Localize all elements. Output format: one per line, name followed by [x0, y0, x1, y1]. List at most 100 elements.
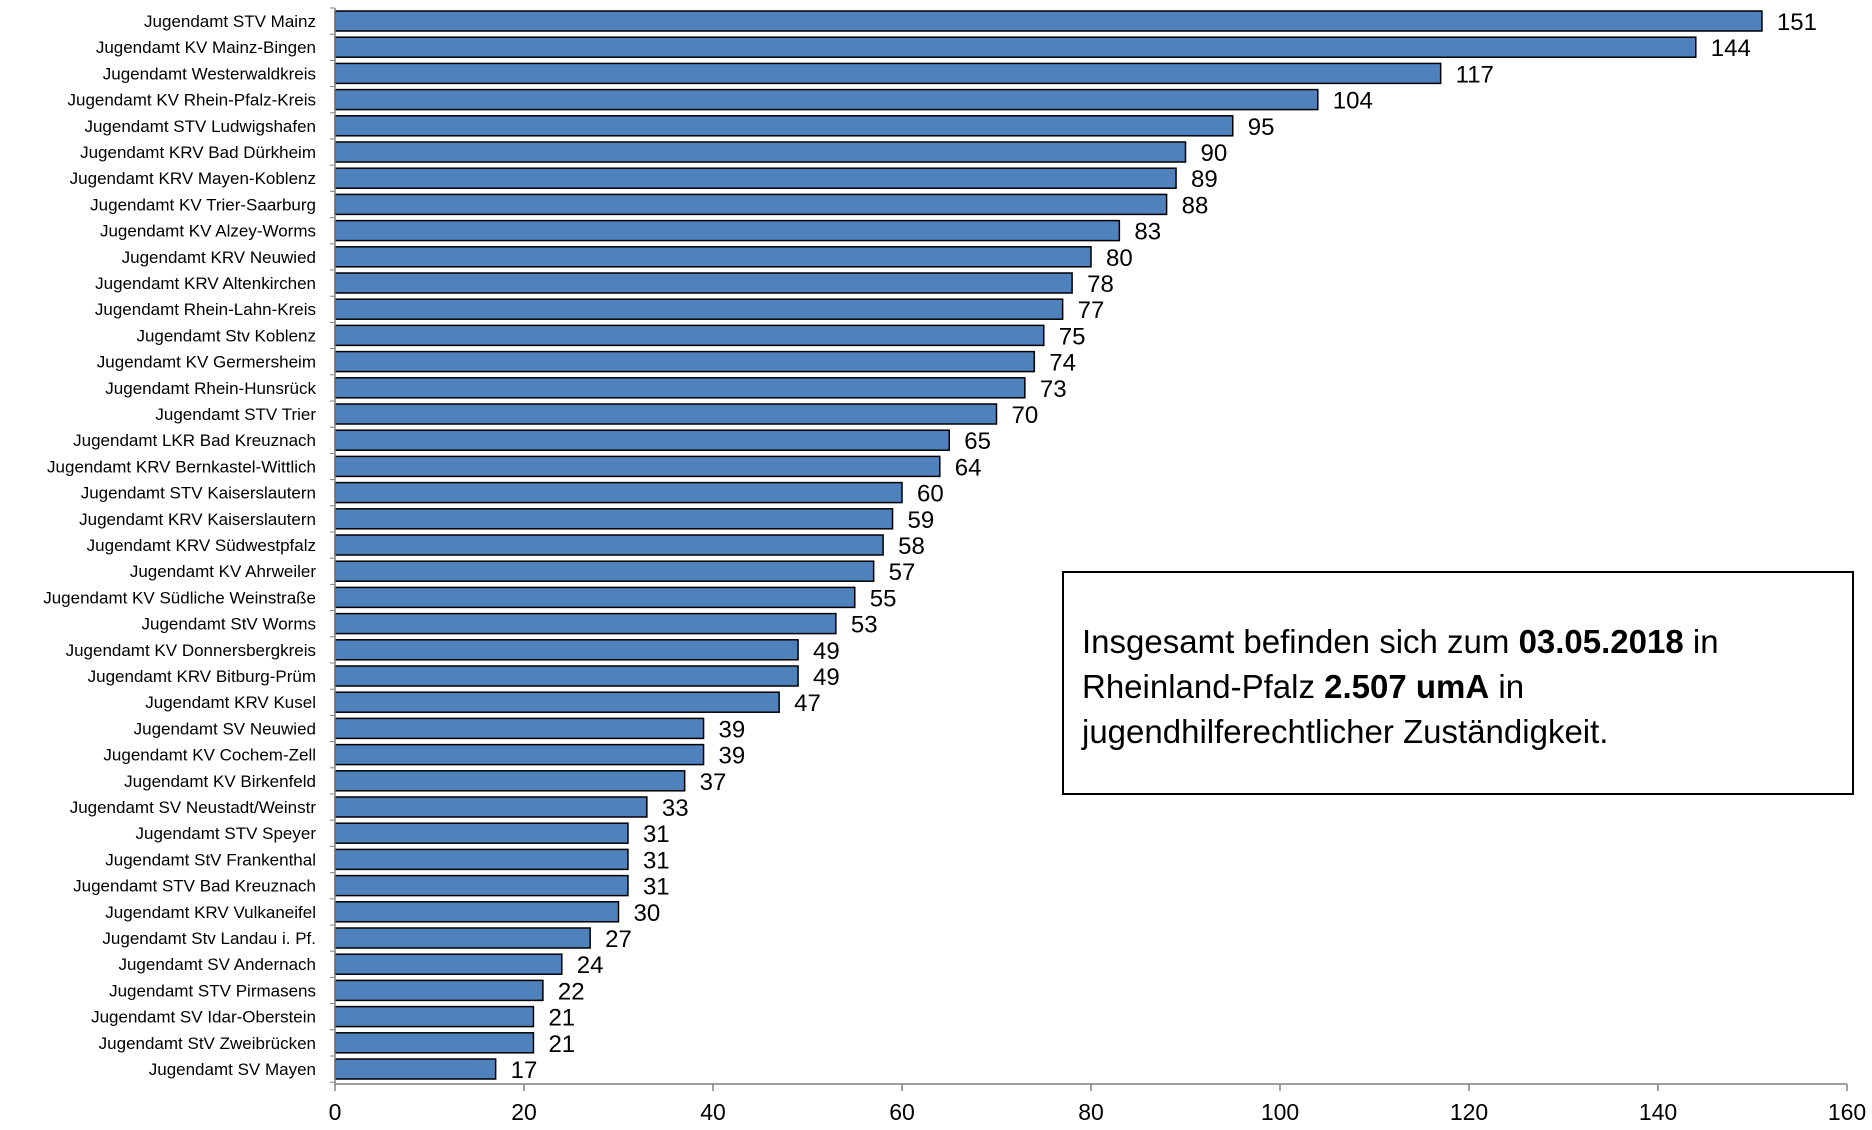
bar-jugendamt-sv-mayen: [334, 1058, 497, 1080]
category-label-jugendamt-krv-mayen-koblenz: Jugendamt KRV Mayen-Koblenz: [70, 169, 316, 188]
bar-jugendamt-stv-kaiserslautern: [334, 481, 903, 504]
value-label-jugendamt-kv-birkenfeld: 37: [700, 769, 727, 796]
x-tick-label-80: 80: [1078, 1099, 1104, 1125]
bar-jugendamt-rhein-lahn-kreis: [334, 298, 1064, 320]
note-text-part3: in jugendhilferechtlicher Zuständigkeit.: [1082, 668, 1609, 750]
category-label-jugendamt-stv-kaiserslautern: Jugendamt STV Kaiserslautern: [81, 484, 316, 503]
value-label-jugendamt-stv-zweibrucken: 21: [548, 1031, 575, 1058]
category-label-jugendamt-krv-neuwied: Jugendamt KRV Neuwied: [122, 248, 316, 267]
value-label-jugendamt-sv-mayen: 17: [511, 1057, 538, 1084]
category-label-jugendamt-westerwaldkreis: Jugendamt Westerwaldkreis: [103, 64, 316, 83]
value-label-jugendamt-stv-landau-i-pf: 27: [605, 926, 632, 953]
bar-jugendamt-sv-neustadt-weinstr: [334, 796, 648, 818]
category-label-jugendamt-sv-idar-oberstein: Jugendamt SV Idar-Oberstein: [91, 1008, 316, 1027]
value-label-jugendamt-krv-vulkaneifel: 30: [634, 900, 661, 927]
category-label-jugendamt-krv-vulkaneifel: Jugendamt KRV Vulkaneifel: [105, 903, 316, 922]
category-labels: Jugendamt STV Mainz Jugendamt KV Mainz-Bi…: [43, 12, 316, 1079]
bar-jugendamt-westerwaldkreis: [334, 62, 1442, 85]
category-label-jugendamt-kv-cochem-zell: Jugendamt KV Cochem-Zell: [103, 746, 316, 765]
value-label-jugendamt-sv-andernach: 24: [577, 952, 604, 979]
bar-jugendamt-kv-ahrweiler: [334, 560, 875, 582]
value-label-jugendamt-stv-mainz: 151: [1777, 9, 1817, 36]
category-label-jugendamt-kv-donnersbergkreis: Jugendamt KV Donnersbergkreis: [66, 641, 316, 660]
note-text-part1: Insgesamt befinden sich zum: [1082, 623, 1519, 660]
bar-jugendamt-krv-vulkaneifel: [334, 901, 620, 923]
summary-note-box: Insgesamt befinden sich zum 03.05.2018 i…: [1062, 571, 1854, 795]
category-label-jugendamt-krv-bernkastel-wittlich: Jugendamt KRV Bernkastel-Wittlich: [47, 457, 316, 476]
bar-jugendamt-kv-rhein-pfalz-kreis: [334, 88, 1319, 111]
category-label-jugendamt-kv-mainz-bingen: Jugendamt KV Mainz-Bingen: [96, 38, 316, 57]
axes-group: 0 20 40 60 80 100 120 140 160: [329, 7, 1866, 1125]
bar-jugendamt-sv-neuwied: [334, 717, 705, 740]
category-label-jugendamt-stv-mainz: Jugendamt STV Mainz: [144, 12, 316, 31]
value-label-jugendamt-kv-cochem-zell: 39: [719, 743, 746, 770]
value-label-jugendamt-stv-pirmasens: 22: [558, 978, 585, 1005]
category-label-jugendamt-kv-alzey-worms: Jugendamt KV Alzey-Worms: [100, 222, 316, 241]
x-tick-label-0: 0: [329, 1099, 342, 1125]
value-label-jugendamt-krv-altenkirchen: 78: [1087, 271, 1114, 298]
category-label-jugendamt-stv-landau-i-pf: Jugendamt Stv Landau i. Pf.: [102, 929, 316, 948]
value-label-jugendamt-kv-trier-saarburg: 88: [1182, 192, 1209, 219]
category-label-jugendamt-stv-trier: Jugendamt STV Trier: [155, 405, 316, 424]
category-label-jugendamt-sv-neuwied: Jugendamt SV Neuwied: [134, 719, 316, 738]
value-label-jugendamt-krv-sudwestpfalz: 58: [898, 533, 925, 560]
bar-jugendamt-kv-birkenfeld: [334, 770, 686, 792]
x-tick-label-20: 20: [511, 1099, 537, 1125]
x-tick-label-140: 140: [1639, 1099, 1677, 1125]
value-label-jugendamt-kv-ahrweiler: 57: [889, 559, 916, 586]
value-label-jugendamt-kv-donnersbergkreis: 49: [813, 638, 840, 665]
category-label-jugendamt-stv-ludwigshafen: Jugendamt STV Ludwigshafen: [84, 117, 316, 136]
bar-jugendamt-krv-kaiserslautern: [334, 508, 894, 530]
bar-jugendamt-kv-sudliche-weinstrasse: [334, 586, 856, 609]
category-label-jugendamt-lkr-bad-kreuznach: Jugendamt LKR Bad Kreuznach: [73, 431, 316, 450]
bar-jugendamt-krv-altenkirchen: [334, 272, 1073, 294]
value-label-jugendamt-krv-bad-durkheim: 90: [1201, 140, 1228, 167]
category-label-jugendamt-kv-ahrweiler: Jugendamt KV Ahrweiler: [130, 562, 316, 581]
note-count: 2.507 umA: [1324, 668, 1490, 705]
category-label-jugendamt-krv-bitburg-prum: Jugendamt KRV Bitburg-Prüm: [88, 667, 316, 686]
value-label-jugendamt-krv-kaiserslautern: 59: [908, 507, 935, 534]
category-label-jugendamt-kv-sudliche-weinstrasse: Jugendamt KV Südliche Weinstraße: [43, 588, 316, 607]
bar-jugendamt-stv-mainz: [334, 10, 1763, 32]
bar-jugendamt-stv-pirmasens: [334, 979, 544, 1002]
value-label-jugendamt-sv-neuwied: 39: [719, 716, 746, 743]
value-label-jugendamt-krv-kusel: 47: [794, 690, 821, 717]
category-label-jugendamt-stv-zweibrucken: Jugendamt StV Zweibrücken: [99, 1034, 316, 1053]
value-label-jugendamt-lkr-bad-kreuznach: 65: [964, 428, 991, 455]
category-label-jugendamt-kv-rhein-pfalz-kreis: Jugendamt KV Rhein-Pfalz-Kreis: [67, 91, 316, 110]
value-label-jugendamt-krv-bitburg-prum: 49: [813, 664, 840, 691]
category-label-jugendamt-rhein-hunsruck: Jugendamt Rhein-Hunsrück: [105, 379, 316, 398]
bar-jugendamt-kv-germersheim: [334, 350, 1036, 373]
value-label-jugendamt-sv-neustadt-weinstr: 33: [662, 795, 689, 822]
bar-jugendamt-krv-mayen-koblenz: [334, 167, 1177, 189]
bar-jugendamt-stv-ludwigshafen: [334, 115, 1234, 137]
value-label-jugendamt-kv-mainz-bingen: 144: [1711, 35, 1751, 62]
bar-jugendamt-stv-trier: [334, 403, 998, 425]
category-label-jugendamt-stv-pirmasens: Jugendamt STV Pirmasens: [109, 981, 316, 1000]
x-tick-label-40: 40: [700, 1099, 726, 1125]
x-tick-label-100: 100: [1261, 1099, 1299, 1125]
bar-jugendamt-sv-idar-oberstein: [334, 1005, 535, 1028]
bar-jugendamt-kv-trier-saarburg: [334, 193, 1168, 216]
bar-jugendamt-krv-bitburg-prum: [334, 665, 799, 687]
bar-jugendamt-stv-bad-kreuznach: [334, 874, 629, 897]
value-label-jugendamt-stv-ludwigshafen: 95: [1248, 114, 1275, 141]
bar-jugendamt-rhein-hunsruck: [334, 377, 1026, 399]
bar-jugendamt-krv-neuwied: [334, 246, 1092, 268]
category-label-jugendamt-krv-altenkirchen: Jugendamt KRV Altenkirchen: [95, 274, 316, 293]
note-date: 03.05.2018: [1518, 623, 1684, 660]
value-label-jugendamt-kv-rhein-pfalz-kreis: 104: [1333, 88, 1373, 115]
category-label-jugendamt-kv-germersheim: Jugendamt KV Germersheim: [97, 353, 316, 372]
x-tick-label-60: 60: [889, 1099, 915, 1125]
bar-jugendamt-krv-sudwestpfalz: [334, 534, 884, 556]
value-label-jugendamt-sv-idar-oberstein: 21: [548, 1005, 575, 1032]
bar-jugendamt-krv-kusel: [334, 691, 780, 713]
category-label-jugendamt-krv-kaiserslautern: Jugendamt KRV Kaiserslautern: [79, 510, 316, 529]
category-label-jugendamt-stv-frankenthal: Jugendamt StV Frankenthal: [105, 850, 316, 869]
bar-jugendamt-krv-bernkastel-wittlich: [334, 455, 941, 478]
category-label-jugendamt-kv-birkenfeld: Jugendamt KV Birkenfeld: [124, 772, 316, 791]
x-tick-label-120: 120: [1450, 1099, 1488, 1125]
bar-jugendamt-kv-mainz-bingen: [334, 36, 1697, 58]
bar-jugendamt-kv-cochem-zell: [334, 743, 705, 766]
